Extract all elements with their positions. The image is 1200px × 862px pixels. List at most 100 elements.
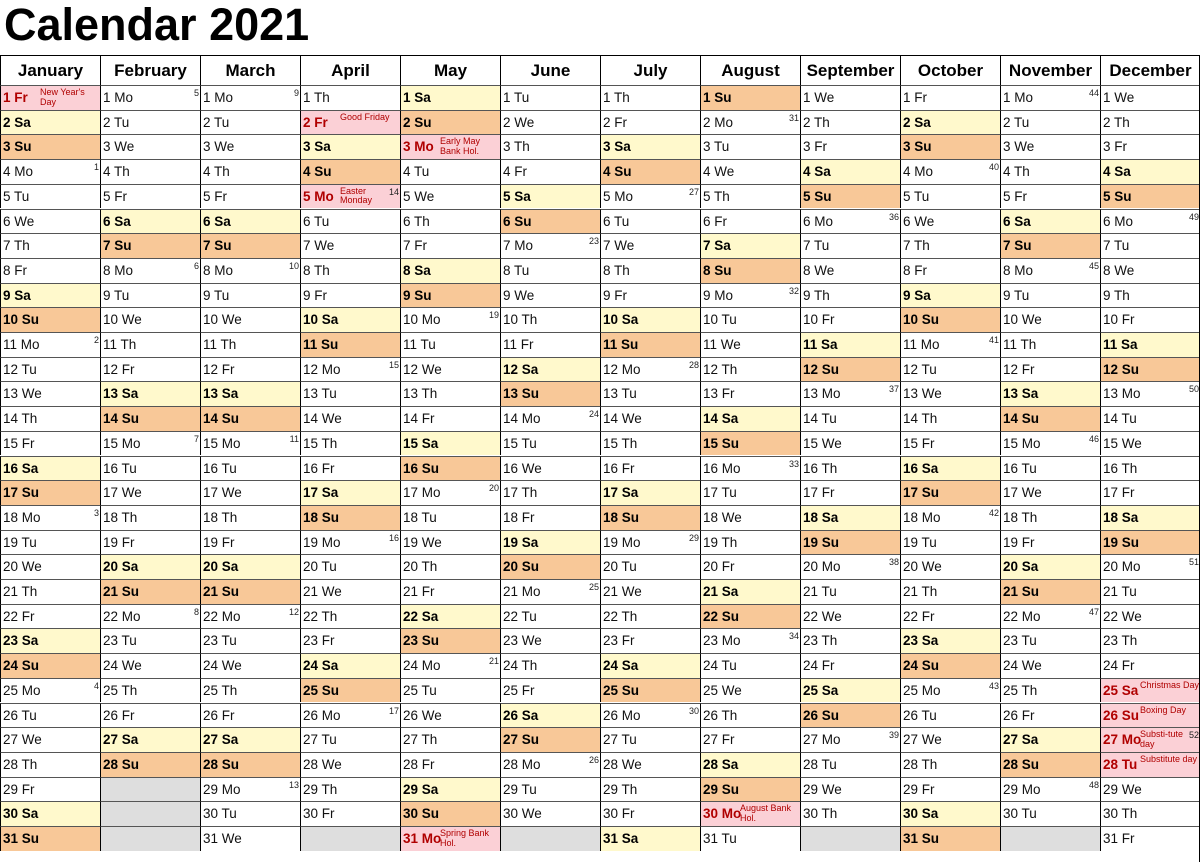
- day-cell: 9 Sa: [900, 282, 1000, 308]
- day-cell: 17 Sa: [600, 480, 700, 505]
- day-label: 14 We: [303, 411, 342, 427]
- day-cell: 5 Sa: [500, 183, 600, 209]
- day-cell: 2 Sa: [0, 109, 100, 135]
- day-cell: 9 Th: [800, 282, 900, 308]
- day-label: 31 Su: [903, 831, 940, 846]
- day-label: 7 Tu: [803, 238, 830, 254]
- day-label: 29 Th: [303, 781, 338, 797]
- day-cell: 26 Sa: [500, 702, 600, 728]
- week-number: 23: [588, 236, 599, 247]
- day-cell: 6 Tu: [300, 208, 400, 234]
- day-label: 16 Sa: [3, 460, 39, 476]
- day-label: 11 Th: [103, 337, 137, 352]
- day-cell: 30 Fr: [300, 801, 400, 826]
- day-label: 14 Su: [203, 411, 240, 427]
- day-cell: 23 Mo 34: [700, 628, 800, 654]
- day-cell: 4 Sa: [800, 159, 900, 184]
- day-cell: 29 Tu: [500, 776, 600, 802]
- week-number: 36: [888, 211, 899, 222]
- day-label: 2 Fr: [303, 114, 328, 130]
- empty-cell: [800, 826, 900, 851]
- day-cell: 19 Fr: [100, 529, 200, 555]
- day-cell: 9 Fr: [600, 282, 700, 308]
- day-label: 4 Mo: [903, 164, 934, 180]
- day-label: 13 Mo: [1103, 386, 1141, 402]
- day-label: 8 Th: [303, 262, 330, 278]
- day-cell: 18 Su: [600, 504, 700, 530]
- day-cell: 15 Mo 11: [200, 430, 300, 456]
- day-label: 1 Mo: [203, 90, 234, 105]
- day-cell: 24 Sa: [300, 653, 400, 678]
- month-column-december: December 1 We 2 Th 3 Fr 4 Sa 5 Su 6 Mo 49 7 Tu 8 …: [1100, 55, 1200, 862]
- day-cell: 27 Sa: [200, 727, 300, 752]
- day-label: 19 Fr: [1003, 534, 1035, 550]
- day-cell: 24 Su: [0, 653, 100, 678]
- day-cell: 18 Fr: [500, 504, 600, 530]
- day-label: 11 Su: [603, 337, 639, 352]
- day-label: 19 Tu: [3, 534, 37, 550]
- day-label: 20 We: [903, 559, 942, 575]
- day-cell: 9 Tu: [100, 282, 200, 308]
- day-label: 5 Fr: [203, 188, 228, 204]
- month-column-january: January 1 Fr New Year's Day 2 Sa 3 Su 4 Mo 1 5 …: [0, 55, 100, 862]
- day-label: 4 Tu: [403, 164, 430, 180]
- day-cell: 19 Fr: [200, 529, 300, 555]
- month-header: June: [500, 55, 600, 85]
- day-cell: 26 Tu: [0, 702, 100, 728]
- day-cell: 14 Tu: [1100, 406, 1200, 431]
- day-label: 14 Mo: [503, 411, 541, 427]
- day-cell: 28 Su: [100, 751, 200, 777]
- day-label: 23 Th: [1103, 633, 1138, 649]
- day-cell: 21 Th: [900, 579, 1000, 604]
- day-label: 18 Th: [203, 509, 238, 525]
- day-cell: 11 We: [700, 332, 800, 357]
- day-label: 25 Th: [103, 682, 138, 698]
- day-label: 2 We: [503, 114, 535, 130]
- day-cell: 6 Tu: [600, 208, 700, 234]
- day-label: 20 We: [3, 559, 42, 575]
- day-cell: 5 Mo 27: [600, 183, 700, 209]
- day-cell: 24 Mo 21: [400, 653, 500, 678]
- day-cell: 14 Tu: [800, 406, 900, 431]
- day-cell: 6 Mo 49: [1100, 208, 1200, 234]
- day-label: 7 Su: [1003, 238, 1032, 254]
- day-label: 15 Mo: [103, 435, 141, 451]
- day-cell: 15 Th: [300, 430, 400, 456]
- day-label: 8 Tu: [503, 262, 530, 278]
- day-cell: 20 Sa: [1000, 554, 1100, 579]
- day-cell: 28 Tu Substitute day: [1100, 751, 1200, 777]
- day-cell: 22 Th: [300, 603, 400, 629]
- day-cell: 17 Mo 20: [400, 480, 500, 505]
- day-cell: 29 Mo 13: [200, 776, 300, 802]
- day-label: 4 Su: [603, 164, 632, 180]
- day-label: 25 Th: [203, 682, 238, 698]
- day-label: 6 Tu: [603, 213, 630, 229]
- day-label: 18 Mo: [903, 509, 941, 525]
- day-cell: 13 We: [0, 381, 100, 407]
- day-label: 2 Sa: [903, 114, 931, 130]
- day-cell: 13 Sa: [100, 381, 200, 407]
- day-cell: 14 Su: [200, 406, 300, 431]
- day-label: 27 Th: [403, 732, 438, 748]
- week-number: 8: [193, 606, 199, 617]
- day-label: 12 Fr: [103, 361, 135, 377]
- day-cell: 15 Fr: [0, 430, 100, 456]
- day-label: 2 Mo: [703, 114, 734, 130]
- day-cell: 4 Tu: [400, 159, 500, 184]
- day-cell: 30 Su: [400, 801, 500, 826]
- day-cell: 7 Su: [200, 233, 300, 258]
- holiday-note: August Bank Hol.: [740, 803, 792, 823]
- day-label: 29 We: [803, 781, 842, 797]
- day-cell: 2 Tu: [100, 109, 200, 135]
- day-cell: 8 We: [800, 257, 900, 283]
- day-cell: 15 Su: [700, 430, 800, 456]
- day-label: 26 Su: [1103, 707, 1140, 723]
- day-label: 5 Tu: [903, 188, 930, 204]
- day-label: 10 Fr: [803, 312, 835, 328]
- day-label: 16 Th: [803, 460, 838, 476]
- day-label: 18 Th: [103, 509, 138, 525]
- day-label: 5 Tu: [3, 188, 30, 204]
- day-cell: 1 Mo 9: [200, 85, 300, 110]
- day-cell: 30 Tu: [200, 801, 300, 826]
- day-cell: 24 We: [1000, 653, 1100, 678]
